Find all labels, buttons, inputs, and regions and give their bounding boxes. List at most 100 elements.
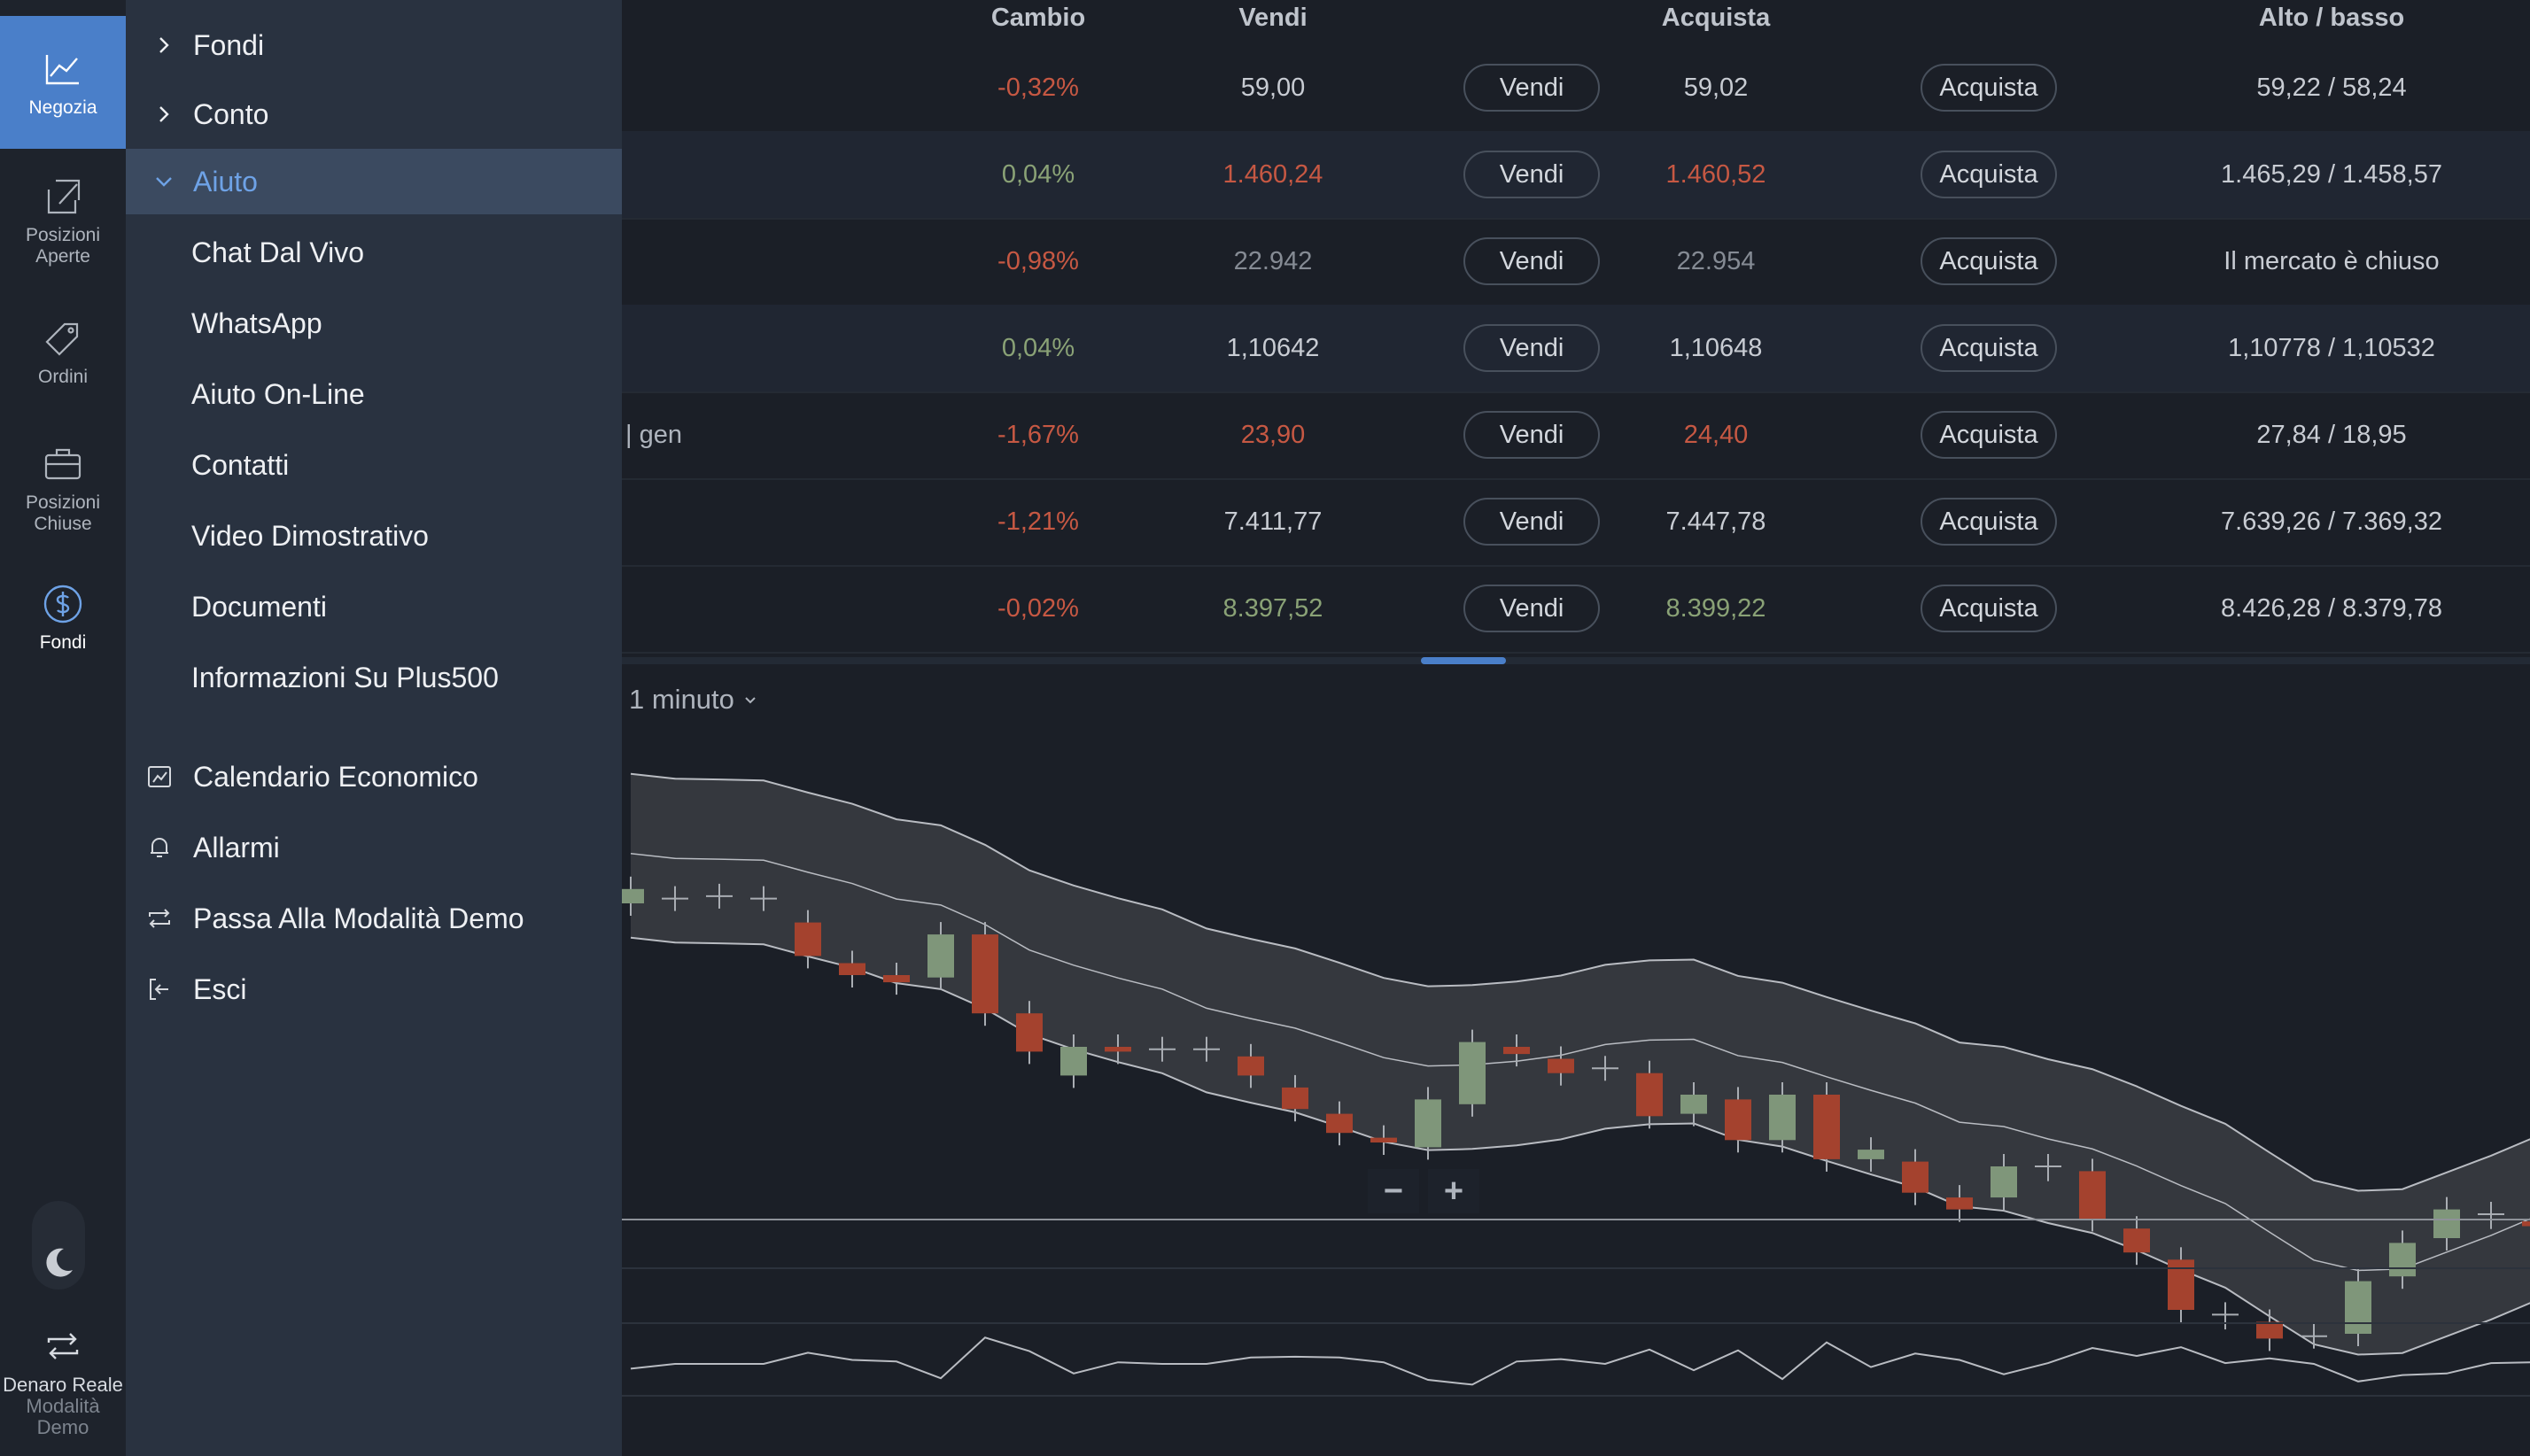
candle-body — [1769, 1095, 1796, 1141]
candle-body — [2389, 1243, 2416, 1277]
price-chart[interactable] — [622, 0, 2530, 1456]
sell-price-cell: 1.460,24 — [1222, 160, 1323, 189]
chevron-down-icon — [156, 177, 172, 187]
candle-body — [2522, 1221, 2530, 1227]
menu-section-funds[interactable]: Fondi — [126, 12, 622, 78]
buy-price-cell: 1.460,52 — [1665, 160, 1766, 189]
menu-item-documents[interactable]: Documenti — [191, 590, 327, 623]
change-cell: -0,02% — [997, 594, 1079, 623]
night-mode-toggle[interactable] — [32, 1201, 85, 1289]
buy-price-cell: 8.399,22 — [1665, 594, 1766, 623]
sell-price-cell: 8.397,52 — [1222, 594, 1323, 623]
menu-item-whatsapp[interactable]: WhatsApp — [191, 306, 322, 339]
instrument-name: | gen — [625, 421, 682, 449]
candle-body — [839, 963, 865, 975]
sell-button[interactable]: Vendi — [1463, 324, 1600, 372]
candle-body — [1459, 1042, 1486, 1104]
chevron-right-icon — [159, 106, 169, 122]
high-low-cell: 1.465,29 / 1.458,57 — [2221, 160, 2442, 189]
menu-switch-demo[interactable]: Passa Alla Modalità Demo — [126, 887, 622, 949]
nav-open-positions-label-2: Aperte — [35, 246, 90, 267]
bollinger-upper-line — [630, 772, 2530, 1192]
candle-body — [795, 922, 821, 956]
menu-logout[interactable]: Esci — [126, 958, 622, 1020]
calendar-chart-icon — [148, 766, 171, 787]
nav-funds[interactable]: Fondi — [0, 581, 126, 654]
buy-price-cell: 1,10648 — [1669, 334, 1763, 362]
buy-price-cell: 59,02 — [1683, 74, 1749, 102]
col-header-buy[interactable]: Acquista — [1661, 4, 1771, 32]
candle-body — [2123, 1228, 2150, 1253]
menu-section-funds-label: Fondi — [193, 28, 265, 61]
table-row[interactable]: -1,67% 23,90 24,40 27,84 / 18,95 Vendi Acquis… — [622, 391, 2530, 480]
menu-item-live-chat[interactable]: Chat Dal Vivo — [191, 236, 365, 268]
zoom-out-button[interactable]: − — [1368, 1169, 1419, 1213]
candle-body — [2079, 1171, 2106, 1220]
panel-resize-handle[interactable] — [1421, 657, 1506, 664]
nav-open-positions-label-1: Posizioni — [25, 225, 101, 245]
switch-icon — [149, 909, 170, 928]
menu-item-contacts[interactable]: Contatti — [191, 448, 290, 481]
change-cell: -1,21% — [997, 507, 1079, 536]
buy-button[interactable]: Acquista — [1921, 585, 2057, 632]
zoom-in-button[interactable]: + — [1428, 1169, 1479, 1213]
table-row[interactable]: -0,02% 8.397,52 8.399,22 8.426,28 / 8.379,7… — [622, 565, 2530, 654]
col-header-high-low[interactable]: Alto / basso — [2258, 4, 2405, 32]
sell-price-cell: 1,10642 — [1226, 334, 1320, 362]
candle-body — [1415, 1099, 1441, 1148]
buy-button[interactable]: Acquista — [1921, 237, 2057, 285]
menu-economic-calendar[interactable]: Calendario Economico — [126, 746, 622, 808]
change-cell: -0,98% — [997, 247, 1079, 275]
open-positions-icon — [47, 179, 81, 214]
sell-button[interactable]: Vendi — [1463, 411, 1600, 459]
table-row[interactable]: -1,21% 7.411,77 7.447,78 7.639,26 / 7.369,3… — [622, 478, 2530, 567]
buy-price-cell: 7.447,78 — [1665, 507, 1766, 536]
candle-body — [1813, 1095, 1840, 1159]
col-header-sell[interactable]: Vendi — [1238, 4, 1308, 32]
high-low-cell: Il mercato è chiuso — [2223, 247, 2440, 275]
menu-economic-calendar-label: Calendario Economico — [193, 760, 478, 793]
sell-button[interactable]: Vendi — [1463, 237, 1600, 285]
nav-trade[interactable]: Negozia — [0, 16, 126, 149]
timeframe-selector[interactable]: 1 minuto — [629, 684, 759, 716]
table-row[interactable]: 0,04% 1.460,24 1.460,52 1.465,29 / 1.458,57… — [622, 131, 2530, 220]
sell-button[interactable]: Vendi — [1463, 585, 1600, 632]
menu-section-help[interactable]: Aiuto — [126, 149, 622, 214]
mode-real-label: Denaro Reale — [3, 1374, 123, 1396]
menu-item-demo-video[interactable]: Video Dimostrativo — [191, 519, 429, 552]
panel-divider — [622, 657, 2530, 664]
nav-orders[interactable]: Ordini — [0, 315, 126, 388]
menu-alerts[interactable]: Allarmi — [126, 817, 622, 879]
sell-price-cell: 59,00 — [1240, 74, 1306, 102]
nav-open-positions[interactable]: Posizioni Aperte — [0, 174, 126, 267]
sell-button[interactable]: Vendi — [1463, 64, 1600, 112]
menu-item-about[interactable]: Informazioni Su Plus500 — [191, 661, 499, 693]
account-mode-switch[interactable]: Denaro Reale Modalità Demo — [0, 1323, 126, 1438]
candle-body — [972, 934, 998, 1014]
buy-button[interactable]: Acquista — [1921, 151, 2057, 198]
timeframe-label: 1 minuto — [629, 684, 734, 715]
menu-section-account[interactable]: Conto — [126, 81, 622, 147]
high-low-cell: 59,22 / 58,24 — [2256, 74, 2407, 102]
table-row[interactable]: 0,04% 1,10642 1,10648 1,10778 / 1,10532 Vend… — [622, 305, 2530, 393]
sell-button[interactable]: Vendi — [1463, 498, 1600, 546]
col-header-change[interactable]: Cambio — [990, 4, 1086, 32]
change-cell: -1,67% — [997, 421, 1079, 449]
bollinger-middle-line — [630, 853, 2530, 1272]
buy-button[interactable]: Acquista — [1921, 324, 2057, 372]
buy-button[interactable]: Acquista — [1921, 411, 2057, 459]
nav-closed-positions[interactable]: Posizioni Chiuse — [0, 441, 126, 535]
nav-funds-label: Fondi — [39, 632, 87, 653]
oscillator-line — [630, 1336, 2530, 1386]
change-cell: 0,04% — [1001, 334, 1075, 362]
sell-button[interactable]: Vendi — [1463, 151, 1600, 198]
chart-line-icon — [45, 55, 79, 85]
chevron-down-icon — [745, 697, 756, 704]
candle-body — [1636, 1073, 1663, 1117]
menu-item-online-help[interactable]: Aiuto On-Line — [191, 377, 365, 410]
menu-logout-label: Esci — [193, 972, 247, 1005]
candle-body — [927, 934, 954, 978]
buy-button[interactable]: Acquista — [1921, 64, 2057, 112]
buy-button[interactable]: Acquista — [1921, 498, 2057, 546]
switch-icon — [47, 1333, 79, 1359]
